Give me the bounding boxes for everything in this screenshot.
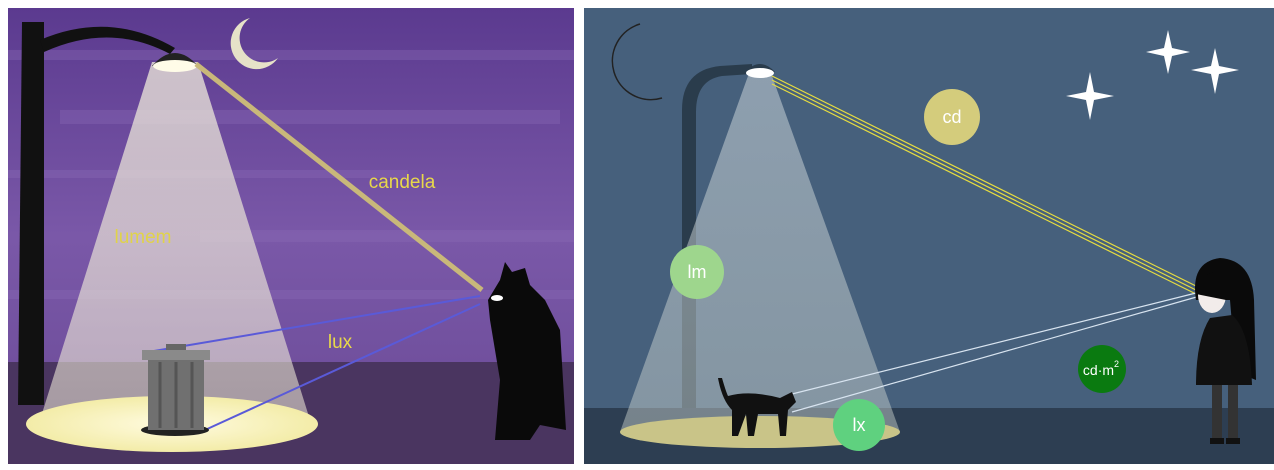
trash-can	[141, 344, 210, 436]
label-lumen: lumem	[114, 227, 171, 248]
lamp-bulb	[746, 68, 774, 78]
label-lm: lm	[688, 262, 707, 282]
lamp-bulb	[153, 60, 197, 72]
label-lux: lux	[328, 332, 353, 353]
label-luminance-sup: 2	[1114, 359, 1119, 369]
right-panel: cd lm lx cd·m2	[584, 8, 1274, 464]
label-luminance: cd·m2	[1083, 359, 1119, 377]
label-lx: lx	[853, 415, 866, 435]
label-cd: cd	[942, 107, 961, 127]
lamp-post	[18, 22, 44, 405]
illustration: candela lumem lux	[0, 0, 1274, 470]
label-luminance-base: cd·m	[1083, 362, 1114, 378]
left-panel: candela lumem lux	[8, 8, 574, 464]
label-candela: candela	[369, 172, 436, 193]
